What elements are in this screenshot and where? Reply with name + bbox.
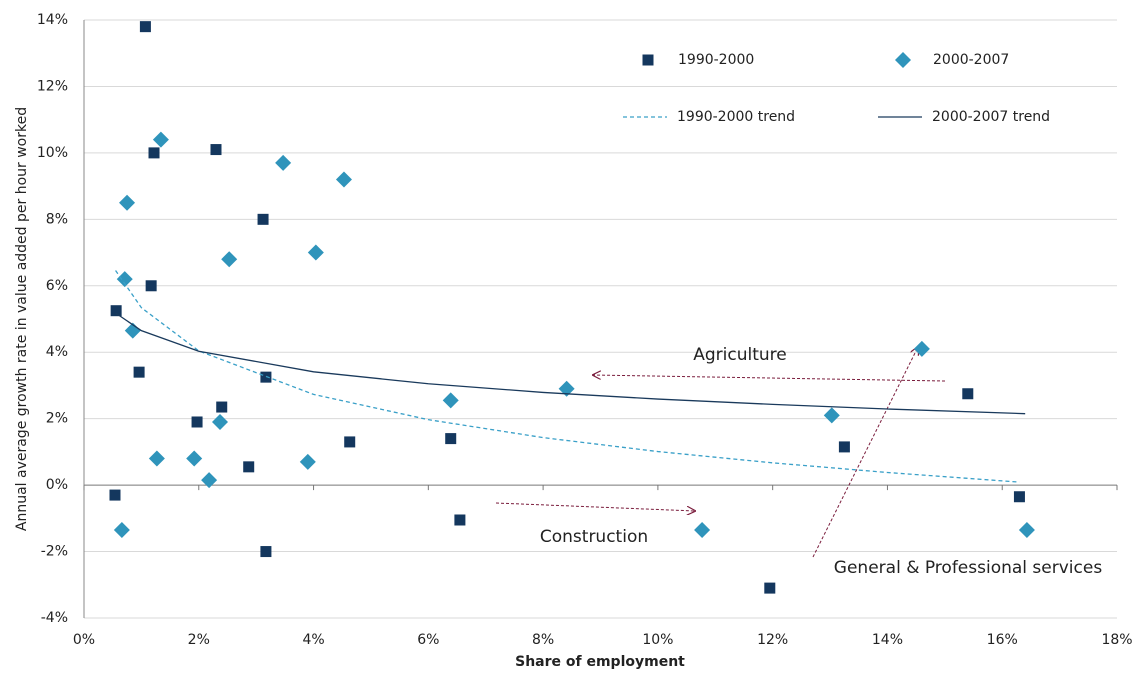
x-tick-label: 16%: [987, 632, 1018, 648]
point: [186, 450, 203, 467]
x-tick-label: 14%: [872, 632, 903, 648]
x-tick-label: 10%: [642, 632, 673, 648]
point: [201, 472, 218, 489]
y-tick-label: 2%: [46, 411, 68, 427]
x-tick-label: 6%: [417, 632, 439, 648]
x-tick-label: 2%: [188, 632, 210, 648]
legend-label: 2000-2007: [933, 52, 1009, 68]
y-tick-label: 14%: [37, 12, 68, 28]
point: [694, 521, 711, 538]
legend-marker: [642, 54, 654, 66]
y-tick-label: 8%: [46, 211, 68, 227]
point: [109, 489, 121, 501]
point: [148, 450, 165, 467]
arrow: [495, 502, 695, 511]
point: [454, 514, 466, 526]
y-tick-label: -2%: [41, 544, 68, 560]
point: [764, 582, 776, 594]
point: [110, 305, 122, 317]
point: [275, 154, 292, 171]
point: [133, 366, 145, 378]
point: [962, 388, 974, 400]
y-tick-label: 12%: [37, 78, 68, 94]
point: [344, 436, 356, 448]
x-tick-label: 4%: [302, 632, 324, 648]
legend-label: 2000-2007 trend: [932, 109, 1050, 125]
y-axis-label: Annual average growth rate in value adde…: [14, 107, 30, 531]
point: [124, 322, 141, 339]
y-tick-label: 4%: [46, 344, 68, 360]
legend-marker: [895, 52, 911, 68]
point: [145, 280, 157, 292]
y-tick-label: 0%: [46, 477, 68, 493]
point: [257, 213, 269, 225]
point: [116, 271, 133, 288]
point: [210, 144, 222, 156]
x-tick-label: 18%: [1101, 632, 1132, 648]
point: [445, 433, 457, 445]
annotation: Construction: [540, 527, 648, 547]
point: [148, 147, 160, 159]
arrow: [593, 375, 946, 382]
point: [113, 521, 130, 538]
point: [838, 441, 850, 453]
point: [1018, 521, 1035, 538]
legend-label: 1990-2000: [678, 52, 754, 68]
point: [260, 546, 272, 558]
trend-line: [115, 270, 1020, 483]
y-tick-label: 6%: [46, 278, 68, 294]
arrow: [812, 347, 918, 558]
x-tick-label: 12%: [757, 632, 788, 648]
point: [152, 131, 169, 148]
y-tick-label: 10%: [37, 145, 68, 161]
point: [139, 21, 151, 33]
point: [243, 461, 255, 473]
point: [191, 416, 203, 428]
trend-line: [115, 312, 1026, 415]
grid: [84, 19, 1117, 619]
point: [221, 251, 238, 268]
point: [442, 392, 459, 409]
annotation: Agriculture: [693, 345, 787, 365]
point: [260, 371, 272, 383]
legend-label: 1990-2000 trend: [677, 109, 795, 125]
y-tick-label: -4%: [41, 610, 68, 626]
point: [558, 380, 575, 397]
annotation: General & Professional services: [834, 558, 1103, 578]
x-tick-label: 8%: [532, 632, 554, 648]
point: [299, 453, 316, 470]
point: [823, 407, 840, 424]
point: [913, 340, 930, 357]
point: [335, 171, 352, 188]
point: [216, 401, 228, 413]
x-tick-label: 0%: [73, 632, 95, 648]
point: [307, 244, 324, 261]
point: [212, 413, 229, 430]
point: [1013, 491, 1025, 503]
x-axis-label: Share of employment: [515, 654, 685, 670]
point: [119, 194, 136, 211]
